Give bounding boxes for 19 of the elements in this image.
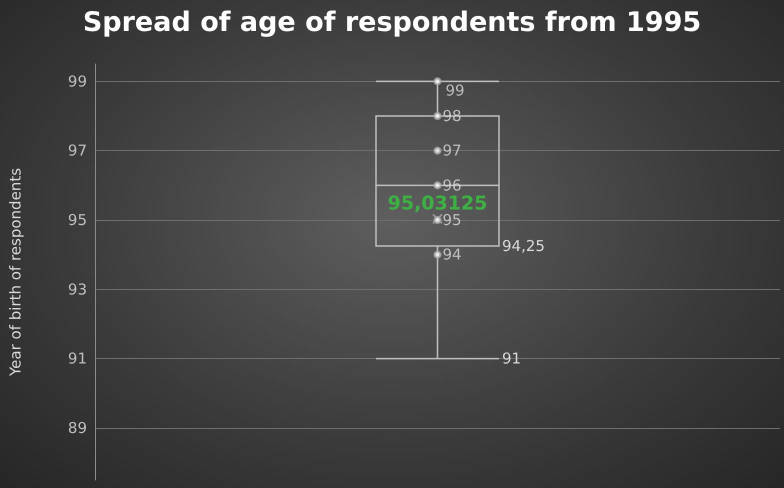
data-label: 97	[442, 142, 462, 160]
data-label: 99	[446, 81, 465, 100]
point	[434, 216, 442, 224]
y-tick-label: 97	[68, 142, 87, 160]
annotation: 94,25	[502, 237, 545, 255]
point	[434, 146, 442, 155]
y-tick-label: 89	[68, 419, 87, 437]
point	[434, 77, 442, 86]
y-tick-label: 99	[68, 72, 87, 90]
y-tick-label: 93	[68, 280, 87, 298]
y-tick-label: 95	[68, 211, 87, 229]
point	[434, 250, 442, 259]
y-axis-title: Year of birth of respondents	[6, 168, 24, 378]
chart-title: Spread of age of respondents from 1995	[82, 7, 702, 38]
point	[434, 181, 442, 190]
y-tick-label: 91	[68, 350, 87, 368]
point	[434, 112, 442, 120]
annotation: 91	[502, 350, 522, 368]
data-label: 94	[442, 246, 462, 264]
